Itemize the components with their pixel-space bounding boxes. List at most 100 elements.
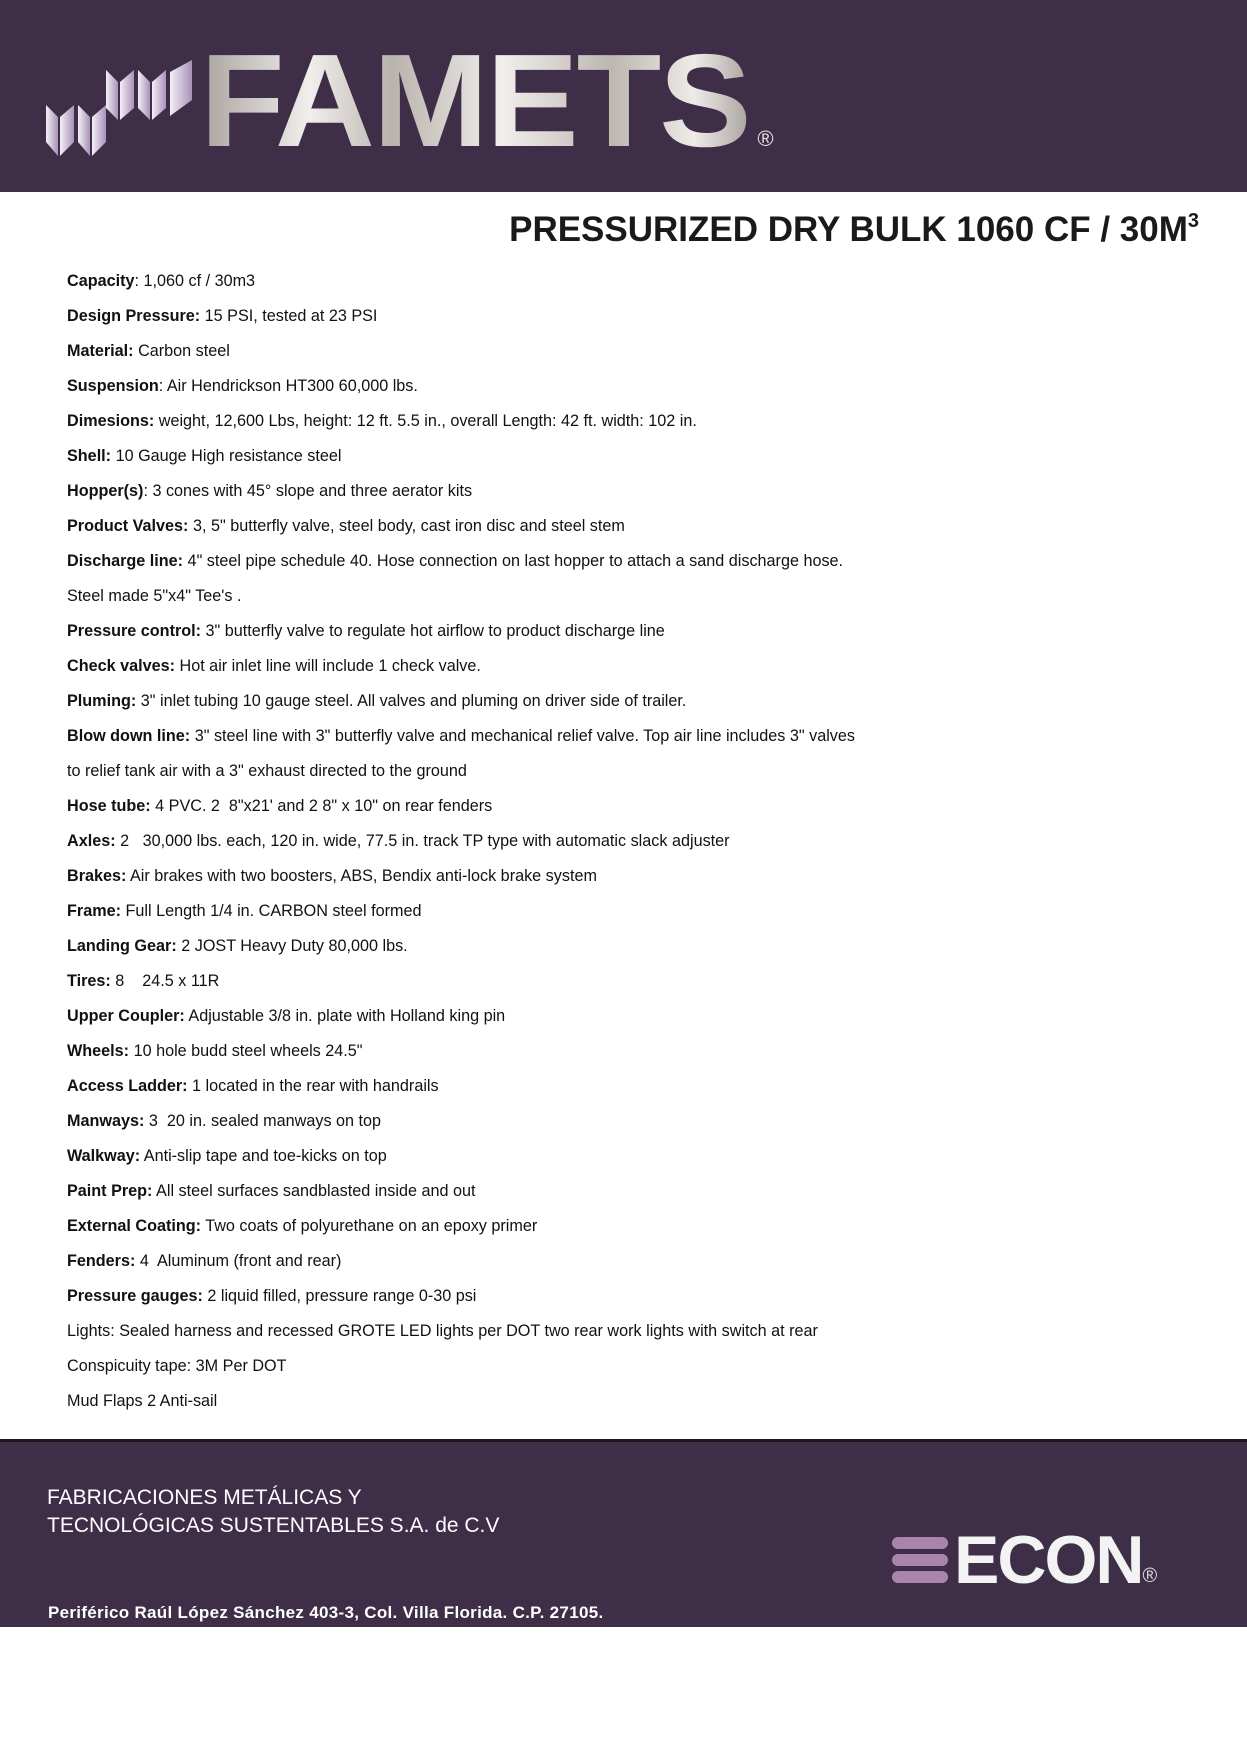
spec-value: 4 PVC. 2 8"x21' and 2 8" x 10" on rear f… <box>150 797 493 815</box>
spec-value: : Air Hendrickson HT300 60,000 lbs. <box>158 377 418 395</box>
spec-label: Pressure gauges: <box>67 1287 203 1305</box>
spec-item: Paint Prep: All steel surfaces sandblast… <box>67 1180 855 1215</box>
spec-label: Access Ladder: <box>67 1077 188 1095</box>
spec-label: Material: <box>67 342 134 360</box>
spec-item: Access Ladder: 1 located in the rear wit… <box>67 1075 855 1110</box>
spec-item: Upper Coupler: Adjustable 3/8 in. plate … <box>67 1005 855 1040</box>
spec-item: Landing Gear: 2 JOST Heavy Duty 80,000 l… <box>67 935 855 970</box>
spec-value: 8 24.5 x 11R <box>110 972 220 990</box>
spec-label: Brakes: <box>67 867 127 885</box>
spec-value: : 1,060 cf / 30m3 <box>134 272 256 290</box>
header-banner: FAMETS ® <box>0 0 1247 192</box>
spec-item: Fenders: 4 Aluminum (front and rear) <box>67 1250 855 1285</box>
footer: FABRICACIONES METÁLICAS Y TECNOLÓGICAS S… <box>0 1439 1247 1691</box>
spec-item: Hose tube: 4 PVC. 2 8"x21' and 2 8" x 10… <box>67 795 855 830</box>
spec-label: Paint Prep: <box>67 1182 153 1200</box>
spec-label: Blow down line: <box>67 727 191 745</box>
spec-item: to relief tank air with a 3" exhaust dir… <box>67 760 855 795</box>
spec-item: Suspension: Air Hendrickson HT300 60,000… <box>67 375 855 410</box>
spec-value: Steel made 5"x4" Tee's . <box>67 587 242 605</box>
econ-registered-mark: ® <box>1142 1565 1158 1587</box>
spec-value: Lights: Sealed harness and recessed GROT… <box>67 1322 818 1340</box>
spec-label: Fenders: <box>67 1252 136 1270</box>
spec-item: Steel made 5"x4" Tee's . <box>67 585 855 620</box>
spec-value: 10 hole budd steel wheels 24.5" <box>129 1042 363 1060</box>
spec-value: 4 Aluminum (front and rear) <box>135 1252 342 1270</box>
spec-value: 15 PSI, tested at 23 PSI <box>200 307 378 325</box>
spec-label: Landing Gear: <box>67 937 177 955</box>
spec-label: Wheels: <box>67 1042 130 1060</box>
spec-label: Product Valves: <box>67 517 189 535</box>
spec-item: Check valves: Hot air inlet line will in… <box>67 655 855 690</box>
spec-label: Manways: <box>67 1112 145 1130</box>
spec-value: to relief tank air with a 3" exhaust dir… <box>67 762 467 780</box>
spec-value: 1 located in the rear with handrails <box>187 1077 439 1095</box>
spec-label: Hopper(s) <box>67 482 144 500</box>
spec-item: Discharge line: 4" steel pipe schedule 4… <box>67 550 855 585</box>
spec-label: External Coating: <box>67 1217 202 1235</box>
spec-label: Discharge line: <box>67 552 184 570</box>
spec-label: Design Pressure: <box>67 307 201 325</box>
spec-item: Conspicuity tape: 3M Per DOT <box>67 1355 855 1390</box>
spec-item: Design Pressure: 15 PSI, tested at 23 PS… <box>67 305 855 340</box>
famets-wordmark: FAMETS <box>200 27 752 174</box>
spec-value: 3" butterfly valve to regulate hot airfl… <box>201 622 665 640</box>
page-title: PRESSURIZED DRY BULK 1060 CF / 30M3 <box>509 210 1199 250</box>
spec-value: weight, 12,600 Lbs, height: 12 ft. 5.5 i… <box>154 412 697 430</box>
spec-value: Adjustable 3/8 in. plate with Holland ki… <box>184 1007 506 1025</box>
spec-item: Material: Carbon steel <box>67 340 855 375</box>
spec-item: Pressure control: 3" butterfly valve to … <box>67 620 855 655</box>
spec-label: Axles: <box>67 832 116 850</box>
company-name: FABRICACIONES METÁLICAS Y TECNOLÓGICAS S… <box>47 1484 499 1540</box>
spec-item: Shell: 10 Gauge High resistance steel <box>67 445 855 480</box>
spec-item: Blow down line: 3" steel line with 3" bu… <box>67 725 855 760</box>
spec-item: Manways: 3 20 in. sealed manways on top <box>67 1110 855 1145</box>
spec-label: Pluming: <box>67 692 137 710</box>
spec-value: 3" inlet tubing 10 gauge steel. All valv… <box>136 692 687 710</box>
spec-item: Dimesions: weight, 12,600 Lbs, height: 1… <box>67 410 855 445</box>
spec-value: Air brakes with two boosters, ABS, Bendi… <box>126 867 597 885</box>
spec-item: Product Valves: 3, 5" butterfly valve, s… <box>67 515 855 550</box>
famets-chevron-icon <box>46 60 192 156</box>
spec-label: Pressure control: <box>67 622 202 640</box>
econ-bars-icon <box>892 1537 948 1583</box>
spec-value: Carbon steel <box>133 342 230 360</box>
spec-item: Walkway: Anti-slip tape and toe-kicks on… <box>67 1145 855 1180</box>
spec-item: Axles: 2 30,000 lbs. each, 120 in. wide,… <box>67 830 855 865</box>
spec-item: Frame: Full Length 1/4 in. CARBON steel … <box>67 900 855 935</box>
spec-item: Pressure gauges: 2 liquid filled, pressu… <box>67 1285 855 1320</box>
spec-label: Walkway: <box>67 1147 141 1165</box>
spec-label: Suspension <box>67 377 159 395</box>
spec-item: Lights: Sealed harness and recessed GROT… <box>67 1320 855 1355</box>
spec-item: Capacity: 1,060 cf / 30m3 <box>67 270 855 305</box>
spec-value: 2 liquid filled, pressure range 0-30 psi <box>202 1287 477 1305</box>
spec-list: Capacity: 1,060 cf / 30m3 Design Pressure… <box>67 270 855 1425</box>
spec-value: Hot air inlet line will include 1 check … <box>175 657 481 675</box>
spec-item: Mud Flaps 2 Anti-sail <box>67 1390 855 1425</box>
contact-info: Periférico Raúl López Sánchez 403-3, Col… <box>48 1555 607 1739</box>
famets-logo: FAMETS ® <box>44 27 774 174</box>
spec-value: All steel surfaces sandblasted inside an… <box>152 1182 476 1200</box>
registered-mark: ® <box>757 126 774 151</box>
spec-value: 3" steel line with 3" butterfly valve an… <box>190 727 855 745</box>
spec-value: Conspicuity tape: 3M Per DOT <box>67 1357 287 1375</box>
spec-value: 3 20 in. sealed manways on top <box>144 1112 382 1130</box>
city-phone-web-line: Torreón Coah. México Tel. +52 (871) 750 … <box>48 1672 608 1691</box>
spec-label: Frame: <box>67 902 121 920</box>
company-line-1: FABRICACIONES METÁLICAS Y <box>47 1486 362 1509</box>
spec-label: Capacity <box>67 272 135 290</box>
spec-value: Full Length 1/4 in. CARBON steel formed <box>120 902 422 920</box>
spec-label: Hose tube: <box>67 797 151 815</box>
spec-value: 2 JOST Heavy Duty 80,000 lbs. <box>176 937 408 955</box>
spec-value: 4" steel pipe schedule 40. Hose connecti… <box>183 552 844 570</box>
econ-logo: ECON ® <box>892 1522 1158 1598</box>
title-superscript: 3 <box>1187 210 1199 232</box>
company-line-2: TECNOLÓGICAS SUSTENTABLES S.A. de C.V <box>47 1514 500 1537</box>
spec-item: Hopper(s): 3 cones with 45° slope and th… <box>67 480 855 515</box>
spec-item: Wheels: 10 hole budd steel wheels 24.5" <box>67 1040 855 1075</box>
spec-item: Pluming: 3" inlet tubing 10 gauge steel.… <box>67 690 855 725</box>
spec-value: 3, 5" butterfly valve, steel body, cast … <box>188 517 625 535</box>
spec-item: Tires: 8 24.5 x 11R <box>67 970 855 1005</box>
econ-wordmark: ECON <box>954 1522 1144 1598</box>
spec-label: Check valves: <box>67 657 175 675</box>
